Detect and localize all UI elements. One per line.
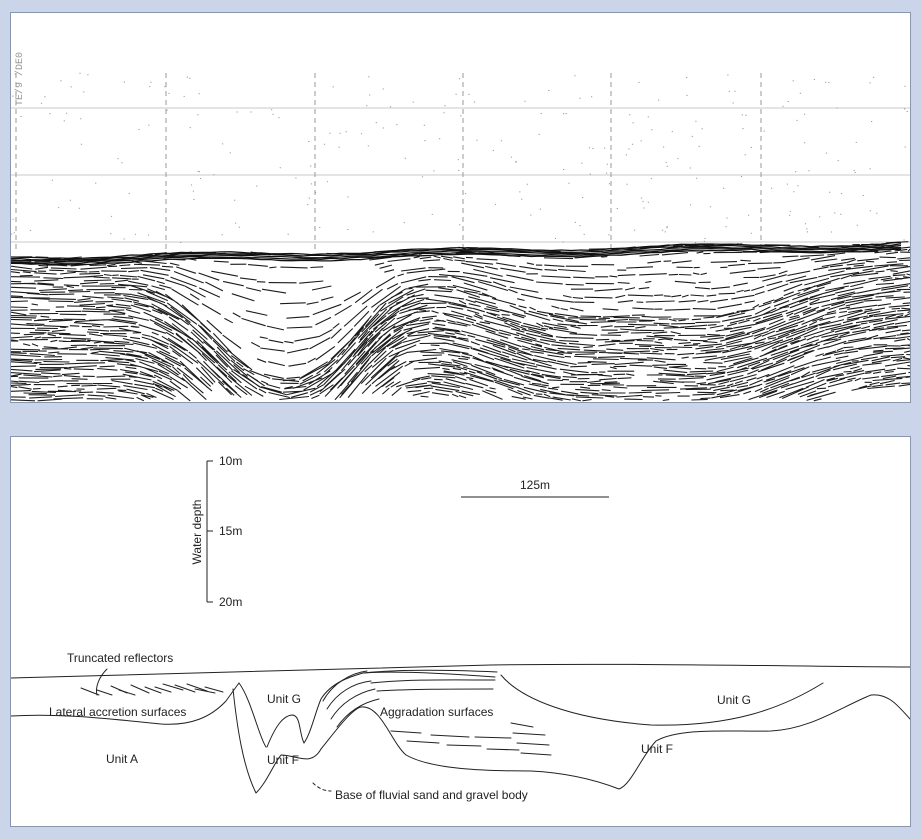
label-aggradation: Aggradation surfaces <box>380 705 493 719</box>
seismic-noise <box>11 72 908 248</box>
base-leader <box>312 782 332 792</box>
depth-tick-10m: 10m <box>219 454 242 468</box>
unit-a-top-boundary <box>11 682 240 725</box>
seismic-profile: TE/9 /DE0 <box>11 52 910 402</box>
label-unit-f-left: Unit F <box>267 753 299 767</box>
channel-left-wall <box>238 682 267 748</box>
lateral-accretion-strokes <box>80 683 224 696</box>
horizontal-scale-label: 125m <box>520 478 550 492</box>
label-unit-g-left: Unit G <box>267 692 301 706</box>
label-lateral-accretion: Lateral accretion surfaces <box>49 705 186 719</box>
depth-tick-15m: 15m <box>219 524 242 538</box>
aggradation-dashes <box>390 722 552 756</box>
interpretation-panel: 10m 15m 20m Water depth 125m <box>10 436 911 827</box>
label-unit-g-right: Unit G <box>717 693 751 707</box>
seafloor-line <box>11 663 910 679</box>
seismic-grid <box>11 73 910 253</box>
aggradation-arcs <box>322 669 498 728</box>
label-unit-a: Unit A <box>106 752 138 766</box>
rotated-stamp: TE/9 /DE0 <box>14 52 26 106</box>
depth-scale <box>206 460 213 603</box>
interpretation-diagram: 10m 15m 20m Water depth 125m <box>11 454 910 802</box>
channel-mid-bump <box>266 714 305 748</box>
label-unit-f-right: Unit F <box>641 742 673 756</box>
unit-g-right-base <box>500 674 824 726</box>
depth-tick-20m: 20m <box>219 595 242 609</box>
seismic-profile-panel: TE/9 /DE0 <box>10 12 911 403</box>
truncated-leader <box>96 668 108 696</box>
channel-right-wall <box>303 671 496 744</box>
fluvial-base-line <box>232 688 910 794</box>
label-truncated-reflectors: Truncated reflectors <box>67 651 173 665</box>
seismic-reflectors <box>11 241 910 402</box>
label-base-fluvial: Base of fluvial sand and gravel body <box>335 788 528 802</box>
depth-axis-label: Water depth <box>190 500 204 565</box>
